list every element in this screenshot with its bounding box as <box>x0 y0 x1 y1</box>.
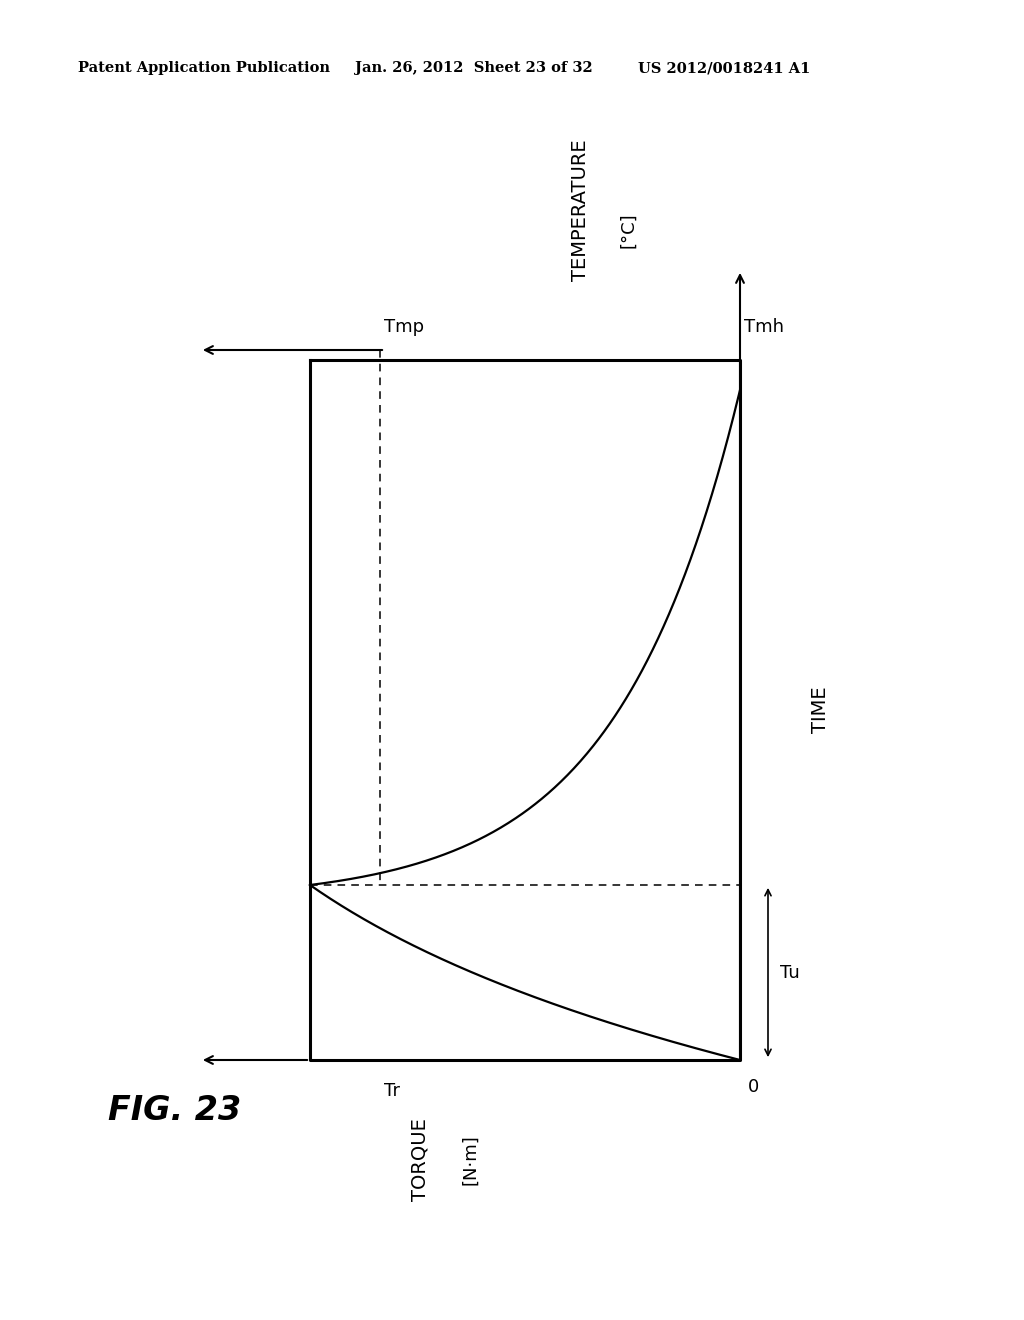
Text: TIME: TIME <box>811 686 829 734</box>
Text: Patent Application Publication: Patent Application Publication <box>78 61 330 75</box>
Text: FIG. 23: FIG. 23 <box>109 1093 242 1126</box>
Text: Jan. 26, 2012  Sheet 23 of 32: Jan. 26, 2012 Sheet 23 of 32 <box>355 61 593 75</box>
Text: US 2012/0018241 A1: US 2012/0018241 A1 <box>638 61 810 75</box>
Text: [°C]: [°C] <box>618 213 637 248</box>
Text: 0: 0 <box>748 1078 759 1096</box>
Text: TEMPERATURE: TEMPERATURE <box>570 139 590 281</box>
Text: Tr: Tr <box>384 1082 400 1100</box>
Text: [N·m]: [N·m] <box>461 1135 479 1185</box>
Text: Tmp: Tmp <box>384 318 424 337</box>
Text: Tu: Tu <box>780 964 800 982</box>
Text: Tmh: Tmh <box>744 318 784 337</box>
Text: TORQUE: TORQUE <box>411 1118 429 1201</box>
